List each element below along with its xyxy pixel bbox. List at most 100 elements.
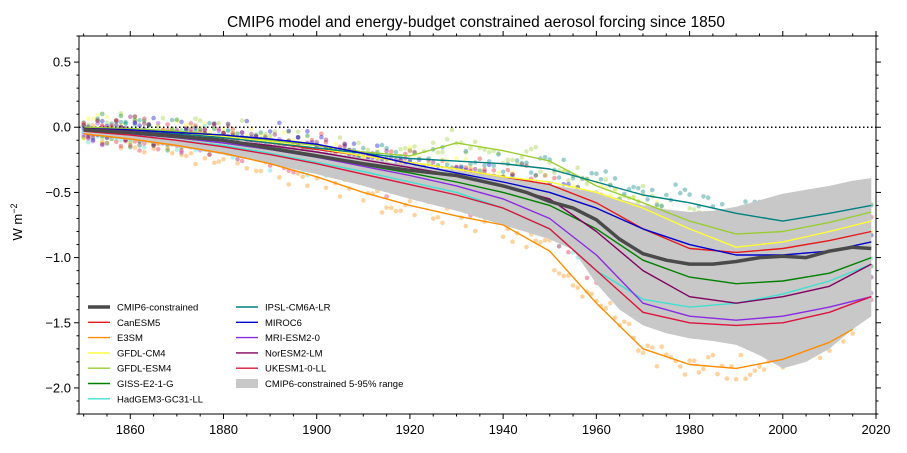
legend-label: HadGEM3-GC31-LL — [117, 394, 203, 405]
scatter-point — [114, 122, 119, 128]
scatter-point — [510, 170, 515, 175]
scatter-point — [86, 122, 91, 127]
x-tick-label: 1900 — [302, 422, 331, 437]
scatter-point — [430, 160, 436, 165]
scatter-point — [221, 130, 226, 136]
scatter-point — [733, 376, 739, 382]
scatter-point — [570, 283, 576, 288]
scatter-point — [244, 166, 250, 171]
scatter-point — [81, 122, 86, 128]
scatter-point — [295, 135, 301, 140]
scatter-point — [165, 148, 170, 153]
legend-label: CMIP6-constrained — [117, 303, 198, 314]
scatter-point — [137, 118, 142, 123]
scatter-point — [645, 197, 650, 202]
scatter-point — [277, 120, 282, 126]
scatter-point — [375, 148, 380, 154]
scatter-point — [524, 244, 529, 250]
y-axis-label: W m−2 — [9, 204, 25, 241]
scatter-point — [132, 121, 138, 127]
scatter-point — [123, 138, 128, 144]
scatter-point — [128, 140, 133, 145]
scatter-point — [738, 352, 744, 358]
scatter-point — [468, 161, 473, 167]
scatter-point — [566, 273, 571, 279]
legend-label: CMIP6-constrained 5-95% range — [265, 379, 403, 390]
scatter-point — [305, 183, 310, 189]
scatter-point — [235, 156, 240, 162]
scatter-point — [505, 167, 511, 173]
scatter-point — [118, 113, 124, 119]
scatter-point — [463, 150, 469, 155]
x-tick-label: 2000 — [768, 422, 797, 437]
scatter-point — [542, 172, 548, 178]
scatter-point — [472, 228, 478, 234]
scatter-point — [444, 137, 450, 142]
scatter-point — [221, 130, 226, 135]
scatter-point — [90, 135, 96, 141]
scatter-point — [337, 135, 343, 140]
scatter-point — [207, 152, 212, 157]
scatter-point — [622, 319, 627, 325]
y-tick-label: −1.0 — [45, 250, 71, 265]
scatter-point — [454, 164, 459, 170]
scatter-point — [197, 118, 203, 123]
scatter-point — [510, 172, 515, 177]
series-line-miroc6 — [83, 127, 872, 256]
scatter-point — [472, 166, 478, 172]
scatter-point — [132, 120, 138, 125]
plot-area — [79, 111, 876, 382]
scatter-point — [95, 113, 100, 118]
scatter-point — [90, 116, 96, 121]
scatter-point — [440, 157, 445, 162]
scatter-point — [137, 148, 142, 153]
scatter-point — [524, 149, 529, 154]
legend-label: CanESM5 — [117, 318, 160, 329]
scatter-point — [295, 135, 301, 140]
scatter-point — [650, 345, 655, 350]
scatter-point — [151, 142, 156, 148]
scatter-point — [235, 161, 240, 166]
scatter-point — [128, 143, 133, 148]
scatter-point — [221, 157, 226, 162]
scatter-point — [682, 187, 688, 193]
scatter-point — [491, 163, 497, 169]
scatter-point — [817, 355, 823, 361]
scatter-point — [230, 126, 236, 132]
scatter-point — [505, 157, 511, 162]
scatter-point — [132, 118, 138, 123]
scatter-point — [468, 164, 473, 169]
scatter-point — [701, 366, 706, 372]
scatter-point — [183, 153, 189, 159]
scatter-point — [687, 206, 692, 211]
legend-label: NorESM2-LM — [265, 348, 323, 359]
scatter-point — [510, 157, 515, 162]
scatter-point — [104, 140, 110, 146]
scatter-point — [142, 121, 147, 126]
scatter-point — [384, 194, 389, 199]
scatter-point — [132, 120, 138, 125]
scatter-point — [403, 145, 408, 151]
scatter-point — [342, 142, 348, 147]
scatter-point — [188, 127, 194, 132]
scatter-point — [81, 120, 86, 125]
scatter-point — [743, 199, 748, 204]
scatter-point — [407, 145, 413, 150]
scatter-point — [430, 216, 436, 221]
scatter-point — [691, 358, 697, 364]
scatter-point — [81, 135, 86, 140]
scatter-point — [752, 368, 758, 374]
scatter-point — [342, 141, 348, 146]
x-tick-label: 2020 — [862, 422, 891, 437]
scatter-point — [114, 119, 119, 124]
scatter-point — [197, 127, 203, 132]
scatter-point — [841, 339, 846, 344]
legend-label: GFDL-ESM4 — [117, 364, 171, 375]
scatter-point — [705, 354, 711, 360]
scatter-point — [202, 121, 208, 126]
scatter-point — [151, 115, 156, 121]
scatter-point — [100, 139, 105, 145]
chart-title: CMIP6 model and energy-budget constraine… — [227, 14, 725, 31]
scatter-point — [514, 158, 520, 163]
scatter-point — [95, 118, 100, 123]
